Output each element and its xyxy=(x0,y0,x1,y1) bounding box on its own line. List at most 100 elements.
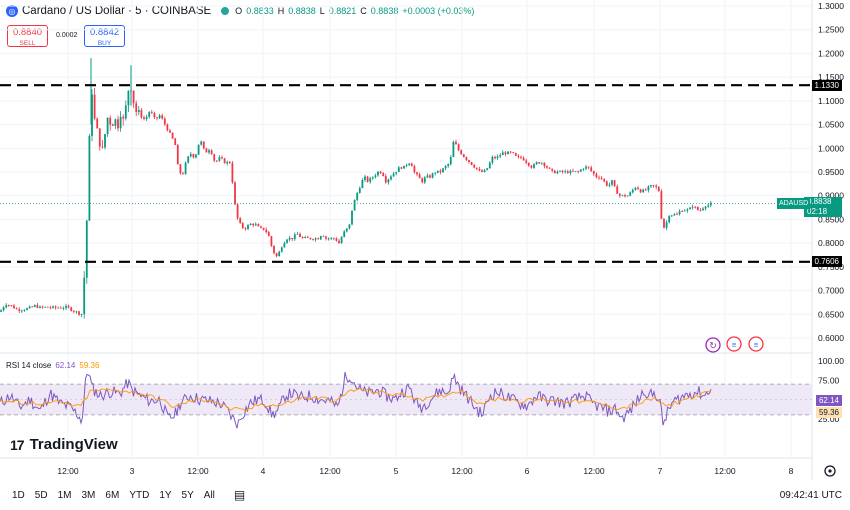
candle-body xyxy=(239,218,242,224)
candle-body xyxy=(314,238,317,240)
candle-body xyxy=(257,224,260,227)
candle-body xyxy=(535,162,538,165)
candle-body xyxy=(291,237,294,240)
symbol-title[interactable]: Cardano / US Dollar · 5 · COINBASE xyxy=(22,5,212,17)
candle-body xyxy=(694,206,697,208)
range-1y[interactable]: 1Y xyxy=(159,489,172,501)
event-icons: ↻ ≡ ≡ xyxy=(705,336,764,353)
candle-body xyxy=(101,146,104,148)
candle-body xyxy=(62,308,65,309)
candle-body xyxy=(499,155,502,157)
split-event-icon xyxy=(705,337,721,353)
candle-body xyxy=(579,169,582,172)
candle-body xyxy=(88,135,91,221)
candle-body xyxy=(460,150,463,155)
time-tick-label: 12:00 xyxy=(319,466,341,476)
last-price: 0.8838 xyxy=(807,197,832,207)
ohlc-change: +0.0003 (+0.03%) xyxy=(402,6,475,16)
candle-body xyxy=(574,171,577,173)
candle-body xyxy=(36,305,39,308)
candle-body xyxy=(512,152,515,154)
candle-body xyxy=(208,150,210,153)
candle-body xyxy=(613,180,616,187)
candle-body xyxy=(46,306,49,308)
candle-body xyxy=(189,154,192,157)
range-all[interactable]: All xyxy=(203,489,215,501)
candle-body xyxy=(611,180,613,185)
candle-body xyxy=(236,204,239,219)
candle-body xyxy=(20,310,23,312)
buy-button[interactable]: 0.8842 BUY xyxy=(84,25,125,47)
candle-body xyxy=(475,167,478,169)
candle-body xyxy=(293,234,296,240)
candle-body xyxy=(530,165,533,168)
candle-body xyxy=(587,166,590,168)
candle-body xyxy=(93,94,96,119)
candle-body xyxy=(509,151,512,153)
candle-body xyxy=(704,206,707,209)
candle-body xyxy=(39,306,41,308)
tradingview-logo[interactable]: 17 TradingView xyxy=(10,436,118,453)
candle-body xyxy=(449,157,452,165)
ohlc-high-label: H xyxy=(277,6,285,16)
time-tick-label: 3 xyxy=(130,466,135,476)
candle-body xyxy=(468,160,470,163)
candle-body xyxy=(23,310,26,311)
candle-body xyxy=(343,231,346,237)
candle-body xyxy=(569,170,572,174)
candle-body xyxy=(75,311,78,313)
candle-body xyxy=(561,170,564,172)
range-3m[interactable]: 3M xyxy=(81,489,96,501)
candle-body xyxy=(644,189,647,191)
candle-body xyxy=(72,310,75,312)
calendar-range-icon[interactable]: ▤ xyxy=(233,488,246,502)
rsi-header[interactable]: RSI 14 close 62.14 59.36 xyxy=(6,361,99,370)
candle-body xyxy=(330,237,333,239)
candle-body xyxy=(109,117,112,125)
candle-body xyxy=(592,171,595,174)
candle-body xyxy=(598,177,600,179)
candle-body xyxy=(252,223,255,226)
candle-body xyxy=(520,156,522,158)
candle-body xyxy=(421,178,424,183)
ohlc-high: 0.8838 xyxy=(288,6,316,16)
range-6m[interactable]: 6M xyxy=(105,489,120,501)
sell-label: SELL xyxy=(19,40,36,47)
gear-icon[interactable] xyxy=(824,465,836,477)
range-1d[interactable]: 1D xyxy=(12,489,25,501)
ohlc-readout: O 0.8833 H 0.8838 L 0.8821 C 0.8838 +0.0003 … xyxy=(235,6,474,16)
candle-body xyxy=(494,156,496,159)
candle-body xyxy=(585,166,587,169)
candle-body xyxy=(223,158,226,164)
candle-body xyxy=(400,167,403,169)
candle-body xyxy=(676,214,678,216)
candle-body xyxy=(286,239,288,243)
candle-body xyxy=(444,166,447,169)
candle-body xyxy=(392,173,395,177)
candle-body xyxy=(522,157,525,161)
candle-body xyxy=(67,305,70,308)
sell-button[interactable]: 0.8840 SELL xyxy=(7,25,48,47)
candle-body xyxy=(465,157,468,161)
candle-body xyxy=(117,119,119,129)
range-5d[interactable]: 5D xyxy=(34,489,48,501)
candle-body xyxy=(18,309,21,311)
range-5y[interactable]: 5Y xyxy=(181,489,194,501)
utc-clock[interactable]: 09:42:41 UTC xyxy=(779,489,842,501)
buy-label: BUY xyxy=(97,40,112,47)
candle-body xyxy=(59,307,62,309)
range-ytd[interactable]: YTD xyxy=(129,489,150,501)
price-tick-label: 0.8500 xyxy=(818,214,844,224)
ohlc-low: 0.8821 xyxy=(328,6,357,16)
candle-body xyxy=(582,168,585,170)
rsi-label: RSI 14 close xyxy=(6,361,52,370)
candle-body xyxy=(288,237,291,240)
candle-body xyxy=(426,175,429,178)
candle-body xyxy=(221,157,223,159)
candle-body xyxy=(127,90,130,106)
range-1m[interactable]: 1M xyxy=(57,489,72,501)
candle-body xyxy=(403,165,405,169)
candle-body xyxy=(332,237,335,239)
levels-layer xyxy=(0,84,812,263)
